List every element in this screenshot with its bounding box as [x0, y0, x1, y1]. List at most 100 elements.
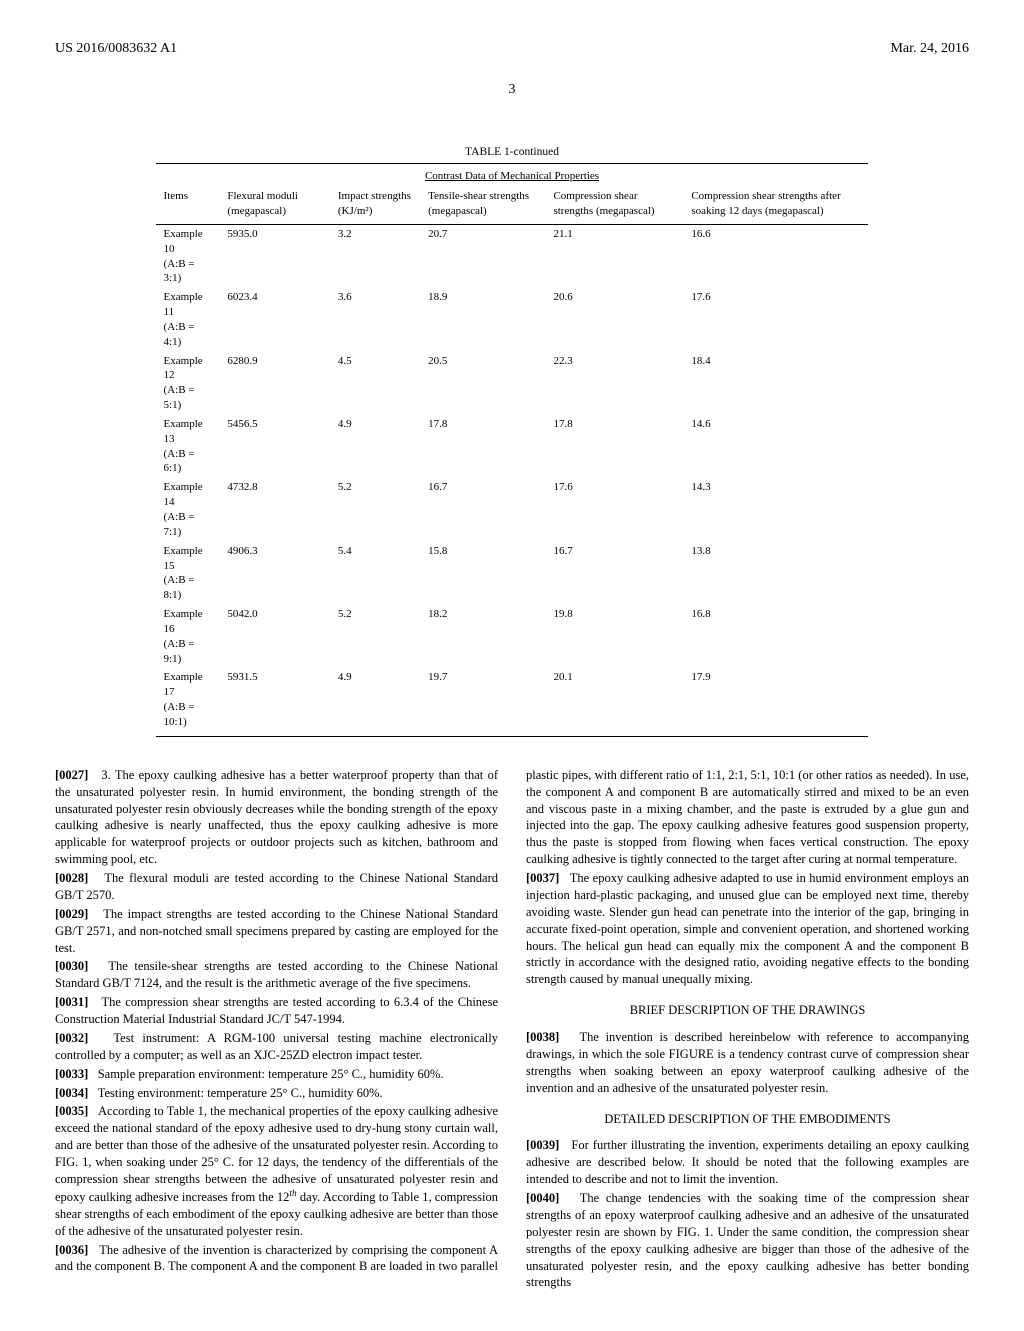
paragraph-37: [0037] The epoxy caulking adhesive adapt… — [526, 870, 969, 988]
table-cell: 14.6 — [683, 415, 868, 478]
table-cell: 17.8 — [420, 415, 545, 478]
table-cell: 5.2 — [330, 478, 420, 541]
table-row: Example 13 (A:B = 6:1)5456.54.917.817.81… — [156, 415, 869, 478]
table-cell: Example 10 (A:B = 3:1) — [156, 224, 220, 288]
table-cell: Example 14 (A:B = 7:1) — [156, 478, 220, 541]
paragraph-27: [0027] 3. The epoxy caulking adhesive ha… — [55, 767, 498, 868]
table-cell: 16.6 — [683, 224, 868, 288]
table-cell: 16.7 — [420, 478, 545, 541]
table-cell: 4.5 — [330, 352, 420, 415]
para-num: [0030] — [55, 959, 88, 973]
table-row: Example 15 (A:B = 8:1)4906.35.415.816.71… — [156, 542, 869, 605]
para-text: The flexural moduli are tested according… — [55, 871, 498, 902]
table-row: Example 16 (A:B = 9:1)5042.05.218.219.81… — [156, 605, 869, 668]
table-cell: 6023.4 — [219, 288, 330, 351]
table-cell: 20.6 — [545, 288, 683, 351]
table-cell: 3.2 — [330, 224, 420, 288]
page-number: 3 — [55, 81, 969, 100]
table-cell: 5042.0 — [219, 605, 330, 668]
para-num: [0027] — [55, 768, 88, 782]
table-cell: 4906.3 — [219, 542, 330, 605]
col-tensile: Tensile-shear strengths (megapascal) — [420, 184, 545, 224]
table-cell: 20.7 — [420, 224, 545, 288]
col-impact: Impact strengths (KJ/m²) — [330, 184, 420, 224]
table-row: Example 14 (A:B = 7:1)4732.85.216.717.61… — [156, 478, 869, 541]
table-cell: 6280.9 — [219, 352, 330, 415]
table-cell: 4.9 — [330, 415, 420, 478]
detailed-description-heading: DETAILED DESCRIPTION OF THE EMBODIMENTS — [526, 1111, 969, 1128]
page-header: US 2016/0083632 A1 Mar. 24, 2016 — [55, 40, 969, 59]
table-cell: Example 11 (A:B = 4:1) — [156, 288, 220, 351]
publication-number: US 2016/0083632 A1 — [55, 40, 177, 59]
table-cell: 5.4 — [330, 542, 420, 605]
para-num: [0031] — [55, 995, 88, 1009]
para-num: [0028] — [55, 871, 88, 885]
table-cell: 13.8 — [683, 542, 868, 605]
table-cell: 16.7 — [545, 542, 683, 605]
table-header-row: Items Flexural moduli (megapascal) Impac… — [156, 184, 869, 224]
paragraph-38: [0038] The invention is described herein… — [526, 1029, 969, 1097]
paragraph-28: [0028] The flexural moduli are tested ac… — [55, 870, 498, 904]
table-cell: Example 12 (A:B = 5:1) — [156, 352, 220, 415]
table-cell: 20.5 — [420, 352, 545, 415]
para-num: [0035] — [55, 1104, 88, 1118]
para-num: [0029] — [55, 907, 88, 921]
paragraph-29: [0029] The impact strengths are tested a… — [55, 906, 498, 957]
para-num: [0033] — [55, 1067, 88, 1081]
para-text: The compression shear strengths are test… — [55, 995, 498, 1026]
table-row: Example 17 (A:B = 10:1)5931.54.919.720.1… — [156, 668, 869, 736]
para-text: Sample preparation environment: temperat… — [98, 1067, 444, 1081]
table-subtitle: Contrast Data of Mechanical Properties — [425, 170, 599, 182]
table-cell: 17.9 — [683, 668, 868, 736]
para-num: [0036] — [55, 1243, 88, 1257]
para-num: [0034] — [55, 1086, 88, 1100]
paragraph-40: [0040] The change tendencies with the so… — [526, 1190, 969, 1291]
para-text: The invention is described hereinbelow w… — [526, 1030, 969, 1095]
table-cell: 14.3 — [683, 478, 868, 541]
col-comp-soak: Compression shear strengths after soakin… — [683, 184, 868, 224]
paragraph-39: [0039] For further illustrating the inve… — [526, 1137, 969, 1188]
para-text: 3. The epoxy caulking adhesive has a bet… — [55, 768, 498, 866]
table-cell: 4732.8 — [219, 478, 330, 541]
table-row: Example 10 (A:B = 3:1)5935.03.220.721.11… — [156, 224, 869, 288]
para-text: Test instrument: A RGM-100 universal tes… — [55, 1031, 498, 1062]
body-columns: [0027] 3. The epoxy caulking adhesive ha… — [55, 767, 969, 1292]
para-text: The change tendencies with the soaking t… — [526, 1191, 969, 1289]
table-cell: 21.1 — [545, 224, 683, 288]
table-row: Example 12 (A:B = 5:1)6280.94.520.522.31… — [156, 352, 869, 415]
table-cell: 18.2 — [420, 605, 545, 668]
table-cell: 3.6 — [330, 288, 420, 351]
table-cell: 5935.0 — [219, 224, 330, 288]
paragraph-34: [0034] Testing environment: temperature … — [55, 1085, 498, 1102]
table-caption: TABLE 1-continued — [55, 145, 969, 161]
col-comp-shear: Compression shear strengths (megapascal) — [545, 184, 683, 224]
table-cell: 17.6 — [683, 288, 868, 351]
table-cell: 4.9 — [330, 668, 420, 736]
table-cell: 5456.5 — [219, 415, 330, 478]
brief-description-heading: BRIEF DESCRIPTION OF THE DRAWINGS — [526, 1002, 969, 1019]
para-num: [0038] — [526, 1030, 559, 1044]
table-row: Example 11 (A:B = 4:1)6023.43.618.920.61… — [156, 288, 869, 351]
para-num: [0040] — [526, 1191, 559, 1205]
paragraph-31: [0031] The compression shear strengths a… — [55, 994, 498, 1028]
col-flexural: Flexural moduli (megapascal) — [219, 184, 330, 224]
table-cell: 17.8 — [545, 415, 683, 478]
table-cell: 17.6 — [545, 478, 683, 541]
paragraph-33: [0033] Sample preparation environment: t… — [55, 1066, 498, 1083]
table-cell: 18.9 — [420, 288, 545, 351]
paragraph-35: [0035] According to Table 1, the mechani… — [55, 1103, 498, 1239]
paragraph-30: [0030] The tensile-shear strengths are t… — [55, 958, 498, 992]
para-text: Testing environment: temperature 25° C.,… — [98, 1086, 383, 1100]
table-cell: Example 15 (A:B = 8:1) — [156, 542, 220, 605]
data-table: Contrast Data of Mechanical Properties I… — [156, 163, 869, 737]
para-text: The impact strengths are tested accordin… — [55, 907, 498, 955]
table-cell: 22.3 — [545, 352, 683, 415]
para-text: The epoxy caulking adhesive adapted to u… — [526, 871, 969, 986]
para-num: [0037] — [526, 871, 559, 885]
table-cell: 15.8 — [420, 542, 545, 605]
paragraph-32: [0032] Test instrument: A RGM-100 univer… — [55, 1030, 498, 1064]
table-cell: 16.8 — [683, 605, 868, 668]
table-cell: 5.2 — [330, 605, 420, 668]
para-num: [0032] — [55, 1031, 88, 1045]
table-cell: Example 13 (A:B = 6:1) — [156, 415, 220, 478]
